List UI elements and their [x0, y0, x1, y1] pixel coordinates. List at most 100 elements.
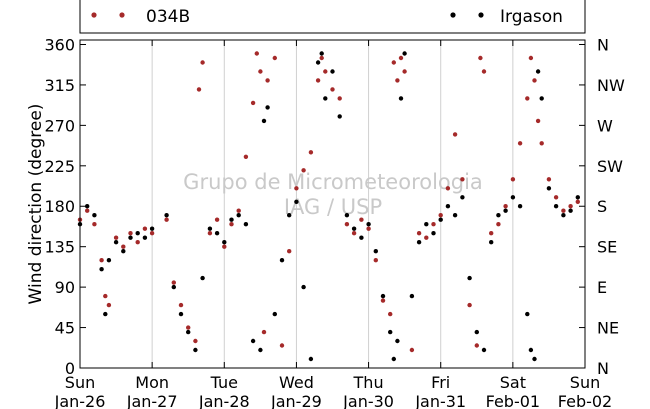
x-tick-date-5: Jan-31	[414, 392, 466, 409]
point-irgason-17	[200, 275, 205, 281]
point-irgason-3	[99, 267, 104, 272]
point-034b-27	[258, 69, 263, 74]
point-irgason-34	[315, 60, 321, 65]
point-034b-47	[388, 311, 393, 317]
x-tick-date-2: Jan-28	[198, 392, 250, 409]
point-034b-72	[535, 118, 541, 124]
point-034b-70	[528, 55, 534, 61]
point-irgason-28	[272, 311, 277, 317]
point-034b-45	[373, 258, 378, 263]
point-irgason-26	[261, 118, 267, 124]
point-irgason-50	[409, 293, 415, 299]
point-034b-19	[207, 231, 213, 236]
point-034b-3	[99, 258, 104, 263]
point-irgason-52	[424, 222, 429, 227]
point-034b-14	[178, 302, 184, 308]
point-irgason-45	[388, 329, 393, 335]
point-034b-64	[489, 231, 494, 236]
point-irgason-10	[142, 235, 148, 240]
x-tick-day-6: Sat	[500, 373, 526, 392]
point-irgason-55	[445, 204, 451, 209]
point-irgason-47	[395, 338, 400, 344]
legend-label-034b: 034B	[146, 7, 190, 27]
point-irgason-63	[503, 208, 508, 213]
point-034b-23	[236, 208, 241, 213]
compass-label-3: SE	[597, 238, 617, 257]
point-irgason-64	[510, 195, 516, 200]
x-tick-day-0: Sun	[65, 373, 95, 392]
point-034b-13	[171, 280, 176, 285]
point-034b-29	[265, 78, 270, 83]
x-tick-day-7: Sun	[570, 373, 600, 392]
y-tick-label-1: 45	[55, 319, 75, 338]
x-tick-date-0: Jan-26	[54, 392, 106, 409]
point-034b-63	[481, 69, 487, 74]
point-irgason-20	[222, 240, 227, 245]
point-034b-44	[366, 226, 371, 231]
point-034b-15	[186, 325, 191, 330]
point-irgason-61	[489, 240, 494, 245]
point-034b-68	[517, 141, 523, 146]
point-034b-30	[272, 55, 277, 61]
point-034b-7	[121, 244, 126, 249]
legend-marker-irgason-a	[450, 12, 456, 18]
point-irgason-5	[106, 258, 112, 263]
point-irgason-36	[323, 96, 328, 101]
point-irgason-46	[391, 356, 396, 362]
point-irgason-67	[528, 347, 534, 353]
point-irgason-29	[279, 258, 285, 263]
point-irgason-56	[452, 213, 458, 218]
y-tick-label-7: 315	[44, 76, 75, 95]
point-irgason-12	[164, 213, 169, 218]
point-irgason-71	[546, 186, 552, 191]
point-irgason-4	[103, 311, 108, 317]
point-034b-9	[135, 240, 140, 245]
point-irgason-21	[229, 217, 234, 222]
point-irgason-48	[398, 96, 404, 101]
point-irgason-49	[402, 51, 407, 56]
point-irgason-32	[301, 284, 306, 290]
x-tick-day-5: Fri	[431, 373, 450, 392]
watermark-line-2: IAG / USP	[284, 195, 382, 219]
point-034b-1	[85, 208, 90, 213]
point-irgason-35	[319, 51, 324, 56]
point-034b-43	[359, 217, 364, 222]
x-tick-date-1: Jan-27	[126, 392, 178, 409]
point-irgason-51	[416, 240, 422, 245]
point-034b-17	[196, 87, 202, 92]
point-034b-50	[398, 55, 404, 61]
point-irgason-25	[258, 347, 263, 353]
point-irgason-23	[243, 222, 249, 227]
point-irgason-37	[330, 69, 335, 74]
point-irgason-16	[193, 347, 198, 353]
compass-label-4: S	[597, 197, 607, 216]
point-irgason-39	[344, 213, 350, 218]
grid-lines	[151, 40, 514, 368]
point-irgason-6	[113, 240, 119, 245]
point-034b-25	[250, 100, 256, 106]
point-034b-8	[128, 231, 133, 236]
point-034b-18	[200, 60, 205, 65]
point-irgason-59	[474, 329, 479, 335]
compass-label-0: N	[597, 359, 609, 378]
point-irgason-68	[532, 356, 537, 362]
point-irgason-42	[366, 222, 371, 227]
point-irgason-1	[85, 204, 90, 209]
point-irgason-14	[178, 311, 184, 317]
compass-label-6: W	[597, 116, 613, 135]
x-tick-date-4: Jan-30	[342, 392, 394, 409]
point-034b-53	[416, 231, 422, 236]
point-034b-6	[113, 235, 119, 240]
x-tick-day-3: Wed	[279, 373, 314, 392]
y-tick-label-8: 360	[44, 35, 75, 54]
point-034b-11	[149, 231, 155, 236]
point-irgason-41	[359, 235, 364, 240]
point-irgason-53	[431, 231, 436, 236]
point-034b-24	[243, 154, 249, 159]
point-irgason-30	[287, 213, 292, 218]
point-irgason-69	[535, 69, 541, 74]
compass-label-8: N	[597, 35, 609, 54]
point-034b-22	[229, 222, 234, 227]
x-tick-date-7: Feb-02	[558, 392, 612, 409]
